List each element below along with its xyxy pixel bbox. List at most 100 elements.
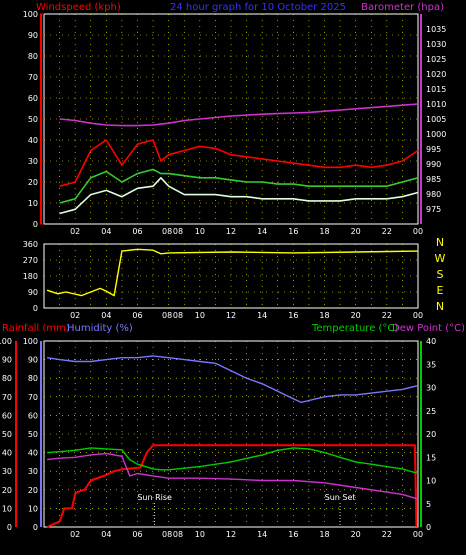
humidity-tick-label: 60: [28, 411, 38, 420]
x-tick-label: 18: [319, 311, 329, 320]
humidity-tick-label: 90: [28, 356, 38, 365]
left-tick-label: 20: [28, 178, 38, 187]
x-tick-label: 02: [70, 311, 80, 320]
x-tick-label: 06: [132, 227, 142, 236]
x-tick-label: 08: [173, 227, 183, 236]
wind_gust-line: [59, 139, 419, 187]
x-tick-label: 18: [319, 530, 329, 539]
humidity-tick-label: 30: [28, 467, 38, 476]
x-tick-label: 20: [351, 227, 361, 236]
x-tick-label: 16: [288, 227, 298, 236]
rain-tick-label: 70: [2, 393, 12, 402]
temperature-tick-label: 5: [426, 500, 431, 509]
humidity-axis-title: Humidity (%): [67, 323, 133, 334]
windspeed-axis-title: Windspeed (kph): [36, 2, 121, 13]
compass-label: E: [437, 284, 444, 297]
x-tick-label: 14: [257, 530, 267, 539]
left-tick-label: 0: [33, 220, 38, 229]
x-tick-label: 12: [226, 311, 236, 320]
x-tick-label: 04: [101, 311, 111, 320]
rain-tick-label: 50: [2, 430, 12, 439]
compass-label: S: [437, 268, 444, 281]
right-tick-label: 995: [426, 145, 441, 154]
x-tick-label: 18: [319, 227, 329, 236]
temperature-axis-title: Temperature (°C): [311, 323, 398, 334]
direction-tick-label: 0: [33, 304, 38, 313]
sun-label: Sun Rise: [137, 493, 172, 502]
x-tick-label: 08: [173, 311, 183, 320]
temperature-tick-label: 0: [426, 523, 431, 532]
rain-tick-label: 30: [2, 467, 12, 476]
sun-label: Sun Set: [325, 493, 356, 502]
right-tick-label: 975: [426, 205, 441, 214]
graph-title: 24 hour graph for 10 October 2025: [170, 2, 346, 13]
x-tick-label: 06: [132, 311, 142, 320]
right-tick-label: 985: [426, 175, 441, 184]
x-tick-label: 12: [226, 227, 236, 236]
right-tick-label: 1015: [426, 85, 446, 94]
humidity-tick-label: 20: [28, 486, 38, 495]
humidity-tick-label: 100: [23, 337, 38, 346]
humidity-tick-label: 70: [28, 393, 38, 402]
rainfall-line: [46, 444, 418, 528]
rain-tick-label: 20: [2, 486, 12, 495]
direction-line: [46, 248, 419, 297]
x-tick-label: 00: [413, 311, 423, 320]
right-tick-label: 980: [426, 190, 441, 199]
right-tick-label: 1020: [426, 70, 446, 79]
left-tick-label: 100: [23, 10, 38, 19]
right-tick-label: 1035: [426, 25, 446, 34]
x-tick-label: 08: [173, 530, 183, 539]
x-tick-label: 08: [162, 311, 172, 320]
temperature-tick-label: 10: [426, 477, 436, 486]
rain-tick-label: 60: [2, 411, 12, 420]
x-tick-label: 06: [132, 530, 142, 539]
x-tick-label: 16: [288, 311, 298, 320]
humidity-tick-label: 80: [28, 374, 38, 383]
rain-tick-label: 0: [7, 523, 12, 532]
rain-tick-label: 100: [0, 337, 12, 346]
direction-tick-label: 90: [28, 288, 38, 297]
x-tick-label: 14: [257, 311, 267, 320]
x-tick-label: 22: [382, 311, 392, 320]
left-tick-label: 60: [28, 94, 38, 103]
wind-barometer-panel: 02 04 06 08 08 10 12 14 16 18 20 22 0001020304050607…: [23, 10, 447, 236]
humidity-tick-label: 10: [28, 504, 38, 513]
dewpoint-axis-title: Dew Point (°C): [392, 323, 465, 334]
x-tick-label: 10: [195, 227, 205, 236]
left-tick-label: 40: [28, 136, 38, 145]
wind_speed-line: [59, 177, 419, 215]
left-tick-label: 80: [28, 52, 38, 61]
humidity-tick-label: 50: [28, 430, 38, 439]
temperature-line: [47, 447, 419, 475]
humidity-line: [46, 355, 419, 404]
x-tick-label: 22: [382, 530, 392, 539]
x-tick-label: 16: [288, 530, 298, 539]
x-tick-label: 00: [413, 227, 423, 236]
right-tick-label: 1030: [426, 40, 446, 49]
x-tick-label: 04: [101, 530, 111, 539]
x-tick-label: 10: [195, 530, 205, 539]
x-tick-label: 08: [162, 227, 172, 236]
wind_avg-line: [59, 168, 419, 204]
temperature-tick-label: 25: [426, 407, 436, 416]
compass-label: W: [435, 252, 446, 265]
barometer-line: [59, 103, 419, 127]
temperature-tick-label: 20: [426, 430, 436, 439]
compass-label: N: [436, 300, 444, 313]
barometer-axis-title: Barometer (hpa): [361, 2, 444, 13]
x-tick-label: 04: [101, 227, 111, 236]
right-tick-label: 1005: [426, 115, 446, 124]
dew_point-line: [47, 452, 419, 500]
humidity-tick-label: 0: [33, 523, 38, 532]
temperature-tick-label: 15: [426, 453, 436, 462]
direction-tick-label: 270: [23, 256, 38, 265]
rain-tick-label: 40: [2, 449, 12, 458]
x-tick-label: 22: [382, 227, 392, 236]
x-tick-label: 00: [413, 530, 423, 539]
rain-tick-label: 80: [2, 374, 12, 383]
